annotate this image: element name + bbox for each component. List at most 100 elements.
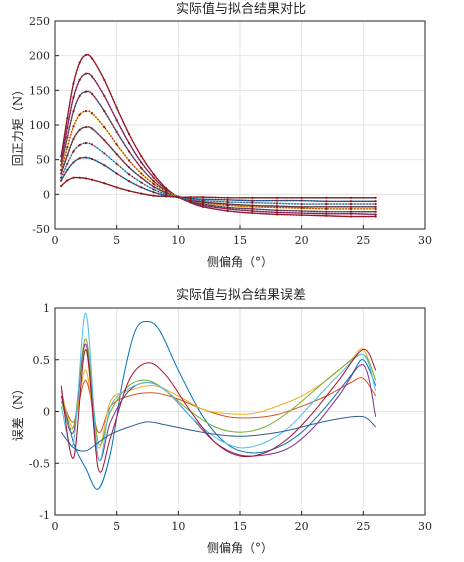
data-point (325, 207, 328, 210)
data-point (115, 106, 118, 109)
series-line (60, 415, 377, 452)
data-point (226, 202, 229, 206)
data-point (72, 82, 75, 85)
data-point (300, 214, 303, 217)
data-point (90, 143, 94, 146)
series-actual-dots (60, 126, 376, 208)
top-chart-panel: 实际值与拟合结果对比 0 5 10 15 20 25 30-5005010015020025… (11, 1, 432, 269)
data-point (374, 200, 377, 203)
data-point (90, 178, 94, 181)
series-actual-dots (60, 142, 376, 205)
data-point (152, 173, 155, 176)
data-point (349, 205, 353, 208)
data-point (60, 179, 63, 182)
series-line (60, 338, 377, 446)
data-point (78, 113, 81, 116)
data-point (90, 57, 94, 60)
data-point (140, 166, 143, 170)
data-point (325, 210, 328, 213)
series-line (60, 348, 377, 473)
data-point (152, 176, 155, 179)
data-point (72, 137, 75, 140)
data-point (103, 152, 106, 155)
y-tick-label: 150 (29, 84, 50, 97)
x-tick-label: 0 (52, 520, 59, 533)
data-point (72, 150, 75, 153)
data-point (72, 176, 75, 179)
data-point (349, 196, 353, 199)
data-point (103, 139, 106, 142)
top-chart-title: 实际值与拟合结果对比 (176, 1, 306, 17)
x-tick-label: 5 (113, 234, 120, 247)
data-point (374, 205, 377, 208)
data-point (127, 180, 131, 183)
data-point (127, 159, 131, 162)
data-point (201, 198, 205, 201)
x-tick-label: 0 (52, 234, 59, 247)
data-point (90, 112, 94, 115)
data-point (275, 196, 279, 199)
data-point (127, 141, 131, 145)
data-point (349, 200, 353, 203)
data-point (115, 119, 118, 122)
bottom-chart-series (60, 312, 377, 490)
data-point (251, 196, 254, 199)
data-point (115, 172, 118, 175)
data-point (152, 185, 155, 188)
data-point (84, 90, 87, 93)
data-point (275, 211, 279, 214)
data-point (84, 53, 87, 57)
y-tick-label: -50 (32, 223, 50, 236)
data-point (374, 207, 377, 210)
data-point (325, 214, 328, 217)
data-point (300, 205, 303, 208)
data-point (152, 188, 155, 191)
data-point (251, 211, 254, 215)
data-point (115, 143, 118, 146)
data-point (300, 199, 303, 202)
top-chart-y-axis-label: 回正力矩（N） (11, 84, 25, 167)
data-point (103, 125, 106, 129)
data-point (275, 199, 279, 202)
data-point (78, 144, 81, 147)
data-point (349, 202, 353, 206)
data-point (226, 206, 229, 209)
data-point (66, 162, 69, 165)
data-point (325, 202, 328, 206)
data-point (152, 182, 155, 186)
data-point (275, 213, 279, 216)
data-point (115, 153, 118, 156)
data-point (325, 196, 328, 199)
data-point (251, 199, 254, 202)
data-point (66, 179, 69, 182)
x-tick-label: 25 (356, 520, 370, 533)
data-point (177, 196, 180, 199)
data-point (84, 110, 87, 113)
data-point (374, 202, 377, 206)
y-tick-label: 250 (29, 15, 50, 28)
data-point (226, 198, 229, 201)
data-point (90, 75, 94, 78)
data-point (325, 212, 328, 215)
data-point (300, 211, 303, 215)
data-point (115, 186, 118, 189)
x-tick-label: 10 (171, 234, 185, 247)
data-point (374, 210, 377, 213)
series-line (60, 312, 377, 462)
bottom-chart-y-axis-label: 误差（N） (11, 383, 25, 442)
data-point (72, 96, 75, 99)
data-point (325, 205, 328, 208)
x-tick-label: 15 (233, 520, 247, 533)
data-point (84, 156, 87, 159)
data-point (275, 205, 279, 208)
data-point (251, 209, 254, 213)
data-point (66, 146, 69, 149)
data-point (78, 94, 81, 97)
data-point (115, 130, 118, 134)
data-point (127, 132, 131, 136)
data-point (78, 176, 81, 179)
x-tick-label: 20 (295, 234, 309, 247)
data-point (66, 154, 69, 157)
data-point (349, 212, 353, 215)
y-tick-label: 0 (43, 188, 50, 201)
